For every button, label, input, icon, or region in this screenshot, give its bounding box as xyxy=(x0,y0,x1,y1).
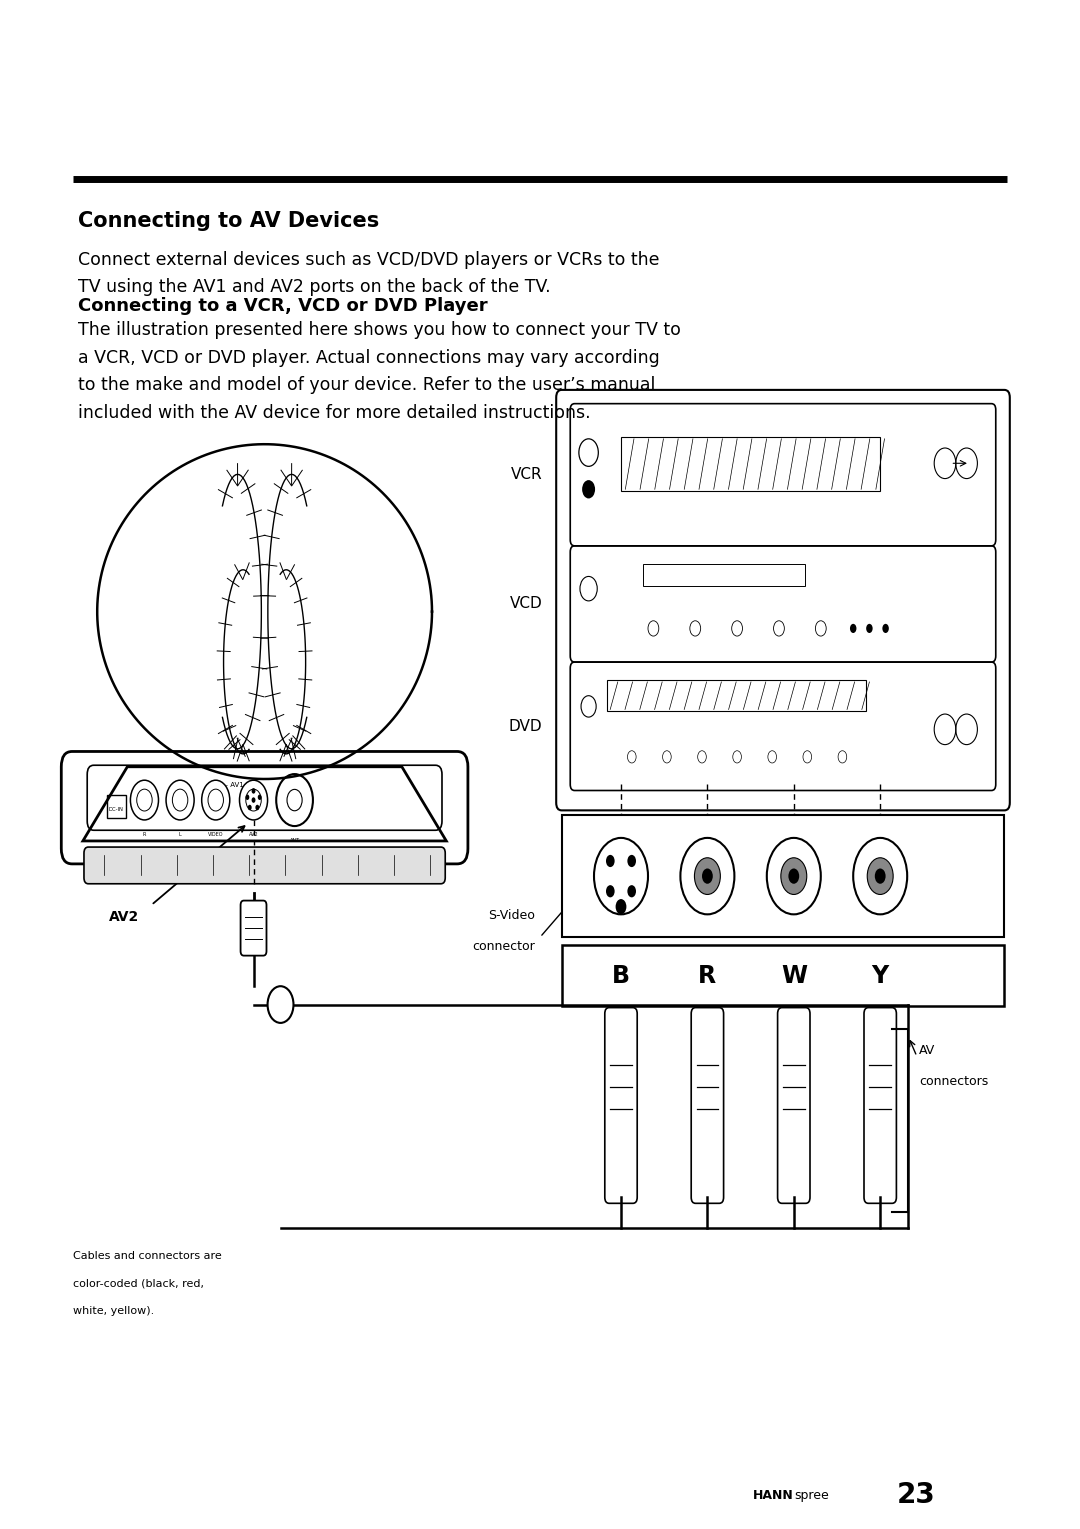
Bar xyxy=(107,795,126,818)
FancyBboxPatch shape xyxy=(864,1008,896,1203)
Circle shape xyxy=(627,855,636,867)
Text: The illustration presented here shows you how to connect your TV to: The illustration presented here shows yo… xyxy=(78,321,680,339)
Circle shape xyxy=(616,899,626,914)
Circle shape xyxy=(882,624,889,633)
FancyBboxPatch shape xyxy=(241,901,267,956)
Circle shape xyxy=(838,751,847,763)
Text: Y: Y xyxy=(872,963,889,988)
Circle shape xyxy=(788,868,799,884)
Text: AV2: AV2 xyxy=(109,910,139,925)
Circle shape xyxy=(732,751,742,763)
Text: — AV1 —: — AV1 — xyxy=(221,783,253,787)
Text: R: R xyxy=(699,963,716,988)
Bar xyxy=(562,945,1004,1006)
Text: W: W xyxy=(781,963,807,988)
Bar xyxy=(607,680,866,711)
Circle shape xyxy=(875,868,886,884)
Text: VIDEO: VIDEO xyxy=(208,832,224,838)
Text: to the make and model of your device. Refer to the user’s manual: to the make and model of your device. Re… xyxy=(78,376,656,394)
FancyBboxPatch shape xyxy=(84,847,445,884)
Text: HANN: HANN xyxy=(753,1489,794,1501)
Text: connector: connector xyxy=(472,939,535,953)
Circle shape xyxy=(627,751,636,763)
Circle shape xyxy=(240,780,268,820)
Text: TV using the AV1 and AV2 ports on the back of the TV.: TV using the AV1 and AV2 ports on the ba… xyxy=(78,278,551,297)
Text: Connecting to AV Devices: Connecting to AV Devices xyxy=(78,211,379,231)
Text: color-coded (black, red,: color-coded (black, red, xyxy=(73,1278,204,1289)
Circle shape xyxy=(767,838,821,914)
Circle shape xyxy=(258,795,261,800)
Text: Connecting to a VCR, VCD or DVD Player: Connecting to a VCR, VCD or DVD Player xyxy=(78,297,487,315)
Circle shape xyxy=(627,885,636,898)
Circle shape xyxy=(594,838,648,914)
Circle shape xyxy=(582,480,595,498)
Circle shape xyxy=(166,780,194,820)
FancyBboxPatch shape xyxy=(62,751,468,864)
Circle shape xyxy=(648,621,659,636)
Text: AV2: AV2 xyxy=(248,832,258,838)
Text: AV: AV xyxy=(919,1044,935,1058)
Circle shape xyxy=(804,751,812,763)
Circle shape xyxy=(252,787,256,794)
FancyBboxPatch shape xyxy=(778,1008,810,1203)
Text: L: L xyxy=(178,832,181,838)
Circle shape xyxy=(131,780,159,820)
Circle shape xyxy=(606,885,615,898)
Circle shape xyxy=(773,621,784,636)
Bar xyxy=(643,564,805,586)
Text: Cables and connectors are: Cables and connectors are xyxy=(73,1251,222,1261)
Text: included with the AV device for more detailed instructions.: included with the AV device for more det… xyxy=(78,404,591,422)
Text: B: B xyxy=(612,963,630,988)
FancyBboxPatch shape xyxy=(605,1008,637,1203)
Circle shape xyxy=(690,621,701,636)
Text: VCD: VCD xyxy=(510,596,542,612)
Circle shape xyxy=(606,855,615,867)
Text: a VCR, VCD or DVD player. Actual connections may vary according: a VCR, VCD or DVD player. Actual connect… xyxy=(78,349,660,367)
Circle shape xyxy=(202,780,230,820)
Circle shape xyxy=(768,751,777,763)
Circle shape xyxy=(698,751,706,763)
Text: DC-IN: DC-IN xyxy=(109,807,124,812)
Text: connectors: connectors xyxy=(919,1075,988,1089)
Bar xyxy=(621,437,880,491)
Circle shape xyxy=(732,621,743,636)
Circle shape xyxy=(247,804,252,810)
Text: white, yellow).: white, yellow). xyxy=(73,1306,154,1316)
Text: VCR: VCR xyxy=(511,468,542,482)
Circle shape xyxy=(255,804,259,810)
Circle shape xyxy=(866,624,873,633)
Text: ANT: ANT xyxy=(289,838,299,844)
Circle shape xyxy=(867,858,893,894)
Bar xyxy=(562,815,1004,937)
Circle shape xyxy=(850,624,856,633)
Circle shape xyxy=(815,621,826,636)
Circle shape xyxy=(694,858,720,894)
Circle shape xyxy=(680,838,734,914)
Circle shape xyxy=(245,795,249,800)
FancyBboxPatch shape xyxy=(691,1008,724,1203)
Circle shape xyxy=(702,868,713,884)
Circle shape xyxy=(662,751,672,763)
Circle shape xyxy=(853,838,907,914)
Circle shape xyxy=(252,797,256,803)
Text: Connect external devices such as VCD/DVD players or VCRs to the: Connect external devices such as VCD/DVD… xyxy=(78,251,659,269)
Text: R: R xyxy=(143,832,146,838)
Circle shape xyxy=(268,986,294,1023)
Text: 23: 23 xyxy=(896,1482,935,1509)
Text: S-Video: S-Video xyxy=(488,908,535,922)
Text: DVD: DVD xyxy=(509,719,542,734)
Text: spree: spree xyxy=(794,1489,828,1501)
Circle shape xyxy=(781,858,807,894)
